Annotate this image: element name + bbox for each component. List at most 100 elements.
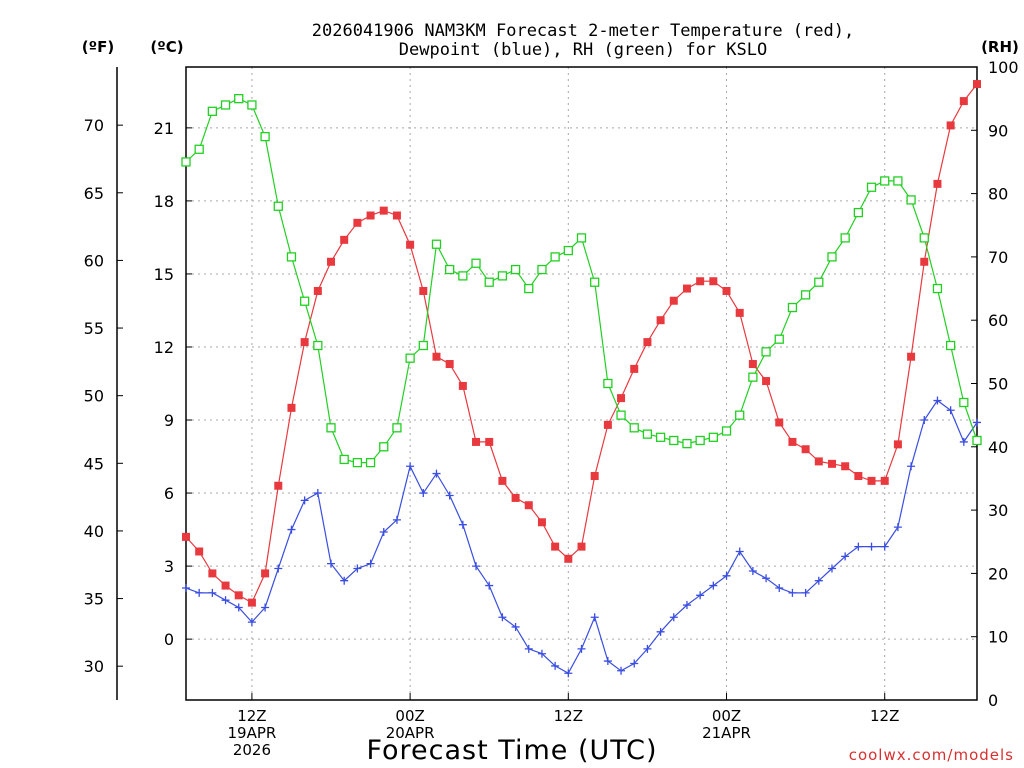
rh-point	[603, 378, 613, 389]
temperature-point	[195, 547, 204, 556]
temperature-point	[709, 277, 718, 286]
temperature-point	[775, 418, 784, 427]
rh-point	[313, 340, 323, 351]
temperature-point	[537, 518, 546, 527]
dewpoint-point	[564, 669, 573, 678]
rh-point	[273, 201, 283, 211]
temperature-point	[366, 211, 375, 220]
dewpoint-point	[195, 588, 204, 597]
x-tick-label: 00Z	[395, 707, 424, 725]
rh-tick-label: 100	[988, 58, 1019, 77]
rh-point	[774, 334, 784, 344]
temperature-point	[590, 472, 599, 481]
rh-point	[616, 410, 626, 420]
rh-point	[893, 176, 903, 186]
rh-point	[299, 296, 310, 306]
temperature-point	[392, 211, 401, 220]
temperature-point	[854, 472, 863, 481]
dewpoint-point	[366, 559, 375, 568]
credit-link[interactable]: coolwx.com/models	[849, 746, 1014, 764]
temperature-point	[458, 381, 467, 390]
dewpoint-point	[933, 396, 942, 405]
temperature-point	[406, 240, 415, 249]
dewpoint-point	[669, 613, 678, 622]
celsius-tick-label: 6	[164, 484, 174, 503]
celsius-tick-label: 12	[154, 338, 174, 357]
fahrenheit-tick-label: 70	[84, 116, 104, 135]
rh-tick-label: 80	[988, 185, 1008, 204]
dewpoint-point	[762, 574, 771, 583]
temperature-point	[564, 554, 573, 563]
rh-point	[326, 423, 336, 433]
temperature-point	[511, 493, 520, 502]
temperature-point	[551, 542, 560, 551]
rh-point	[234, 94, 244, 104]
temperature-point	[498, 476, 507, 485]
dewpoint-point	[959, 437, 968, 446]
rh-point	[431, 239, 442, 249]
rh-point	[748, 372, 758, 382]
temperature-point	[379, 206, 388, 215]
dewpoint-point	[524, 644, 533, 653]
temperature-point	[893, 440, 902, 449]
rh-point	[906, 195, 916, 205]
fahrenheit-tick-label: 30	[84, 657, 104, 676]
dewpoint-point	[419, 489, 428, 498]
dewpoint-point	[208, 588, 217, 597]
rh-point	[866, 182, 877, 192]
x-tick-label: 21APR	[702, 724, 751, 742]
dewpoint-point	[814, 576, 823, 585]
rh-tick-label: 70	[988, 248, 1008, 267]
fahrenheit-tick-label: 50	[84, 387, 104, 406]
rh-point	[932, 283, 943, 294]
celsius-tick-label: 18	[154, 192, 174, 211]
temperature-point	[445, 360, 454, 369]
rh-point	[919, 233, 929, 243]
temperature-point	[221, 581, 230, 590]
temperature-point	[603, 420, 612, 429]
rh-tick-label: 10	[988, 628, 1008, 647]
temperature-point	[867, 476, 876, 485]
temperature-point	[340, 235, 349, 244]
x-tick-label: 00Z	[712, 707, 741, 725]
temperature-point	[261, 569, 270, 578]
rh-point	[669, 435, 679, 446]
temperature-point	[959, 97, 968, 106]
axes: 0 3 6 9 12 15 18 21 30 35 40 45 50 55 60 65 70 0 10 20 30 40 5…	[84, 58, 1019, 759]
dewpoint-point	[432, 469, 441, 478]
temperature-point	[327, 257, 336, 266]
series	[181, 80, 982, 678]
temperature-point	[617, 394, 626, 403]
rh-series	[181, 94, 982, 468]
temperature-point	[419, 286, 428, 295]
dewpoint-line	[185, 399, 978, 675]
rh-point	[800, 290, 811, 300]
rh-point	[458, 271, 468, 281]
temperature-point	[827, 459, 836, 468]
rh-tick-label: 50	[988, 375, 1008, 394]
dewpoint-point	[313, 489, 322, 498]
rh-point	[682, 438, 692, 449]
dewpoint-point	[182, 584, 190, 593]
x-axis-label: Forecast Time (UTC)	[366, 735, 657, 766]
rh-tick-label: 0	[988, 691, 998, 710]
dewpoint-point	[577, 644, 586, 653]
rh-unit-label: (RH)	[981, 38, 1019, 56]
dewpoint-point	[709, 581, 718, 590]
rh-point	[339, 454, 349, 465]
rh-point	[418, 340, 428, 351]
rh-point	[550, 252, 560, 262]
rh-point	[220, 100, 231, 110]
temperature-point	[208, 569, 217, 578]
rh-point	[365, 457, 376, 468]
chart-title-line1: 2026041906 NAM3KM Forecast 2-meter Tempe…	[312, 21, 854, 41]
rh-line	[185, 97, 978, 464]
temperature-point	[814, 457, 823, 466]
dewpoint-point	[682, 601, 691, 610]
rh-point	[352, 457, 363, 468]
rh-point	[524, 283, 534, 294]
temperature-point	[656, 316, 665, 325]
rh-point	[814, 277, 824, 287]
dewpoint-point	[472, 562, 481, 571]
dewpoint-point	[247, 618, 256, 627]
